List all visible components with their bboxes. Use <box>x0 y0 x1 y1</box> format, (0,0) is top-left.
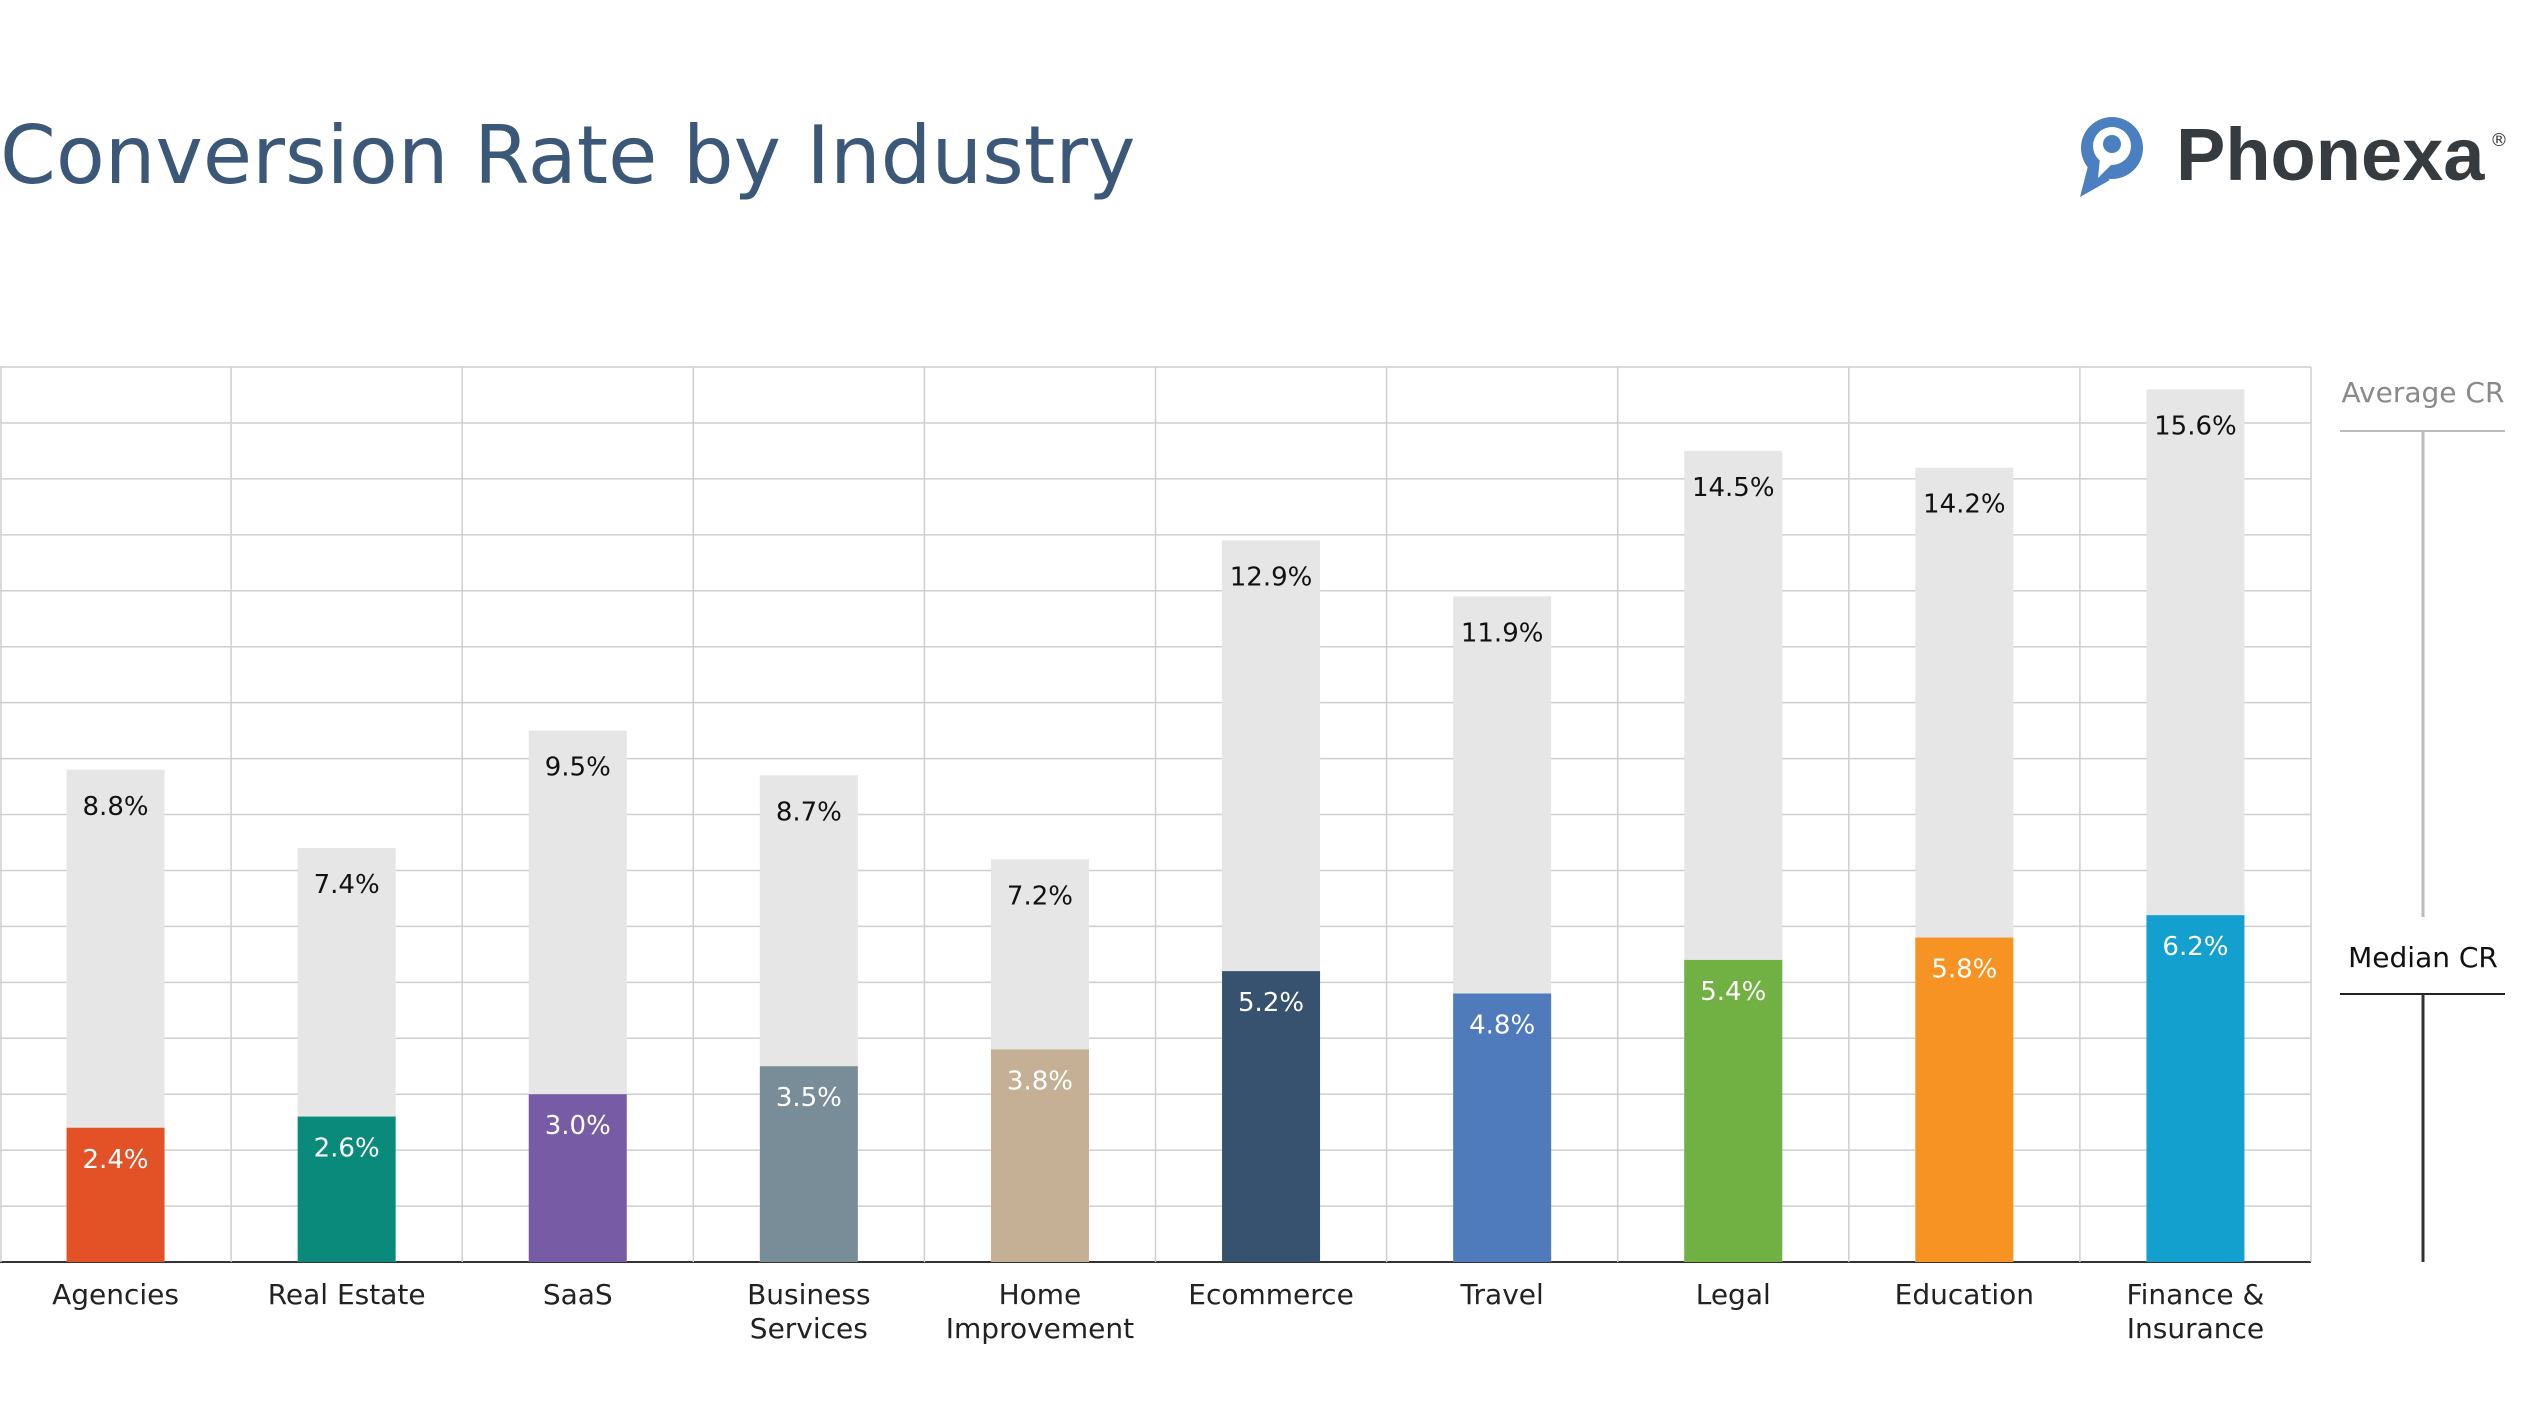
median-value-label: 3.5% <box>776 1083 842 1113</box>
median-value-label: 4.8% <box>1469 1011 1535 1041</box>
median-bar <box>1453 993 1552 1262</box>
median-value-label: 2.4% <box>83 1145 149 1175</box>
median-bar <box>297 1116 396 1262</box>
median-value-label: 5.4% <box>1700 977 1766 1007</box>
average-value-label: 15.6% <box>2154 411 2237 441</box>
phonexa-logo: Phonexa ® <box>2080 113 2508 197</box>
average-value-label: 14.5% <box>1692 473 1775 503</box>
median-value-label: 5.2% <box>1238 988 1304 1018</box>
median-value-label: 5.8% <box>1931 955 1997 985</box>
chat-bubble-icon <box>2080 117 2143 197</box>
median-value-label: 3.0% <box>545 1111 611 1141</box>
category-label: Improvement <box>946 1312 1134 1345</box>
average-value-label: 9.5% <box>545 753 611 783</box>
category-label: Travel <box>1460 1278 1544 1311</box>
legend: Average CR Median CR <box>2340 376 2505 1262</box>
category-label: Ecommerce <box>1188 1278 1354 1311</box>
category-label: Education <box>1895 1278 2034 1311</box>
registered-mark: ® <box>2490 130 2508 151</box>
category-label: Business <box>747 1278 870 1311</box>
median-bar <box>1915 937 2014 1262</box>
average-value-label: 7.4% <box>314 870 380 900</box>
category-label: Finance & <box>2127 1278 2265 1311</box>
category-label: Agencies <box>52 1278 179 1311</box>
median-bar <box>66 1127 165 1262</box>
category-label: Real Estate <box>268 1278 426 1311</box>
median-bar <box>759 1066 858 1262</box>
logo-text: Phonexa <box>2176 113 2485 196</box>
category-label: Insurance <box>2127 1312 2264 1345</box>
average-value-label: 7.2% <box>1007 881 1073 911</box>
median-bar <box>2146 915 2245 1262</box>
average-value-label: 8.8% <box>83 792 149 822</box>
legend-median-label: Median CR <box>2348 941 2498 974</box>
bars: 8.8% 2.4% 7.4% 2.6% 9.5% 3.0% 8.7% 3.5% 7.2% 3.8%… <box>66 389 2245 1262</box>
median-bar <box>990 1049 1089 1262</box>
category-label: SaaS <box>543 1278 613 1311</box>
page-title: Conversion Rate by Industry <box>0 109 1135 202</box>
category-label: Services <box>750 1312 868 1345</box>
category-label: Home <box>999 1278 1082 1311</box>
average-value-label: 12.9% <box>1230 562 1313 592</box>
median-bar <box>1222 971 1321 1262</box>
legend-average-label: Average CR <box>2342 376 2505 409</box>
median-value-label: 2.6% <box>314 1134 380 1164</box>
median-value-label: 6.2% <box>2162 932 2228 962</box>
category-label: Legal <box>1696 1278 1771 1311</box>
average-value-label: 14.2% <box>1923 490 2006 520</box>
average-value-label: 11.9% <box>1461 618 1544 648</box>
median-value-label: 3.8% <box>1007 1066 1073 1096</box>
median-bar <box>1684 959 1783 1262</box>
average-value-label: 8.7% <box>776 797 842 827</box>
median-bar <box>528 1094 627 1262</box>
